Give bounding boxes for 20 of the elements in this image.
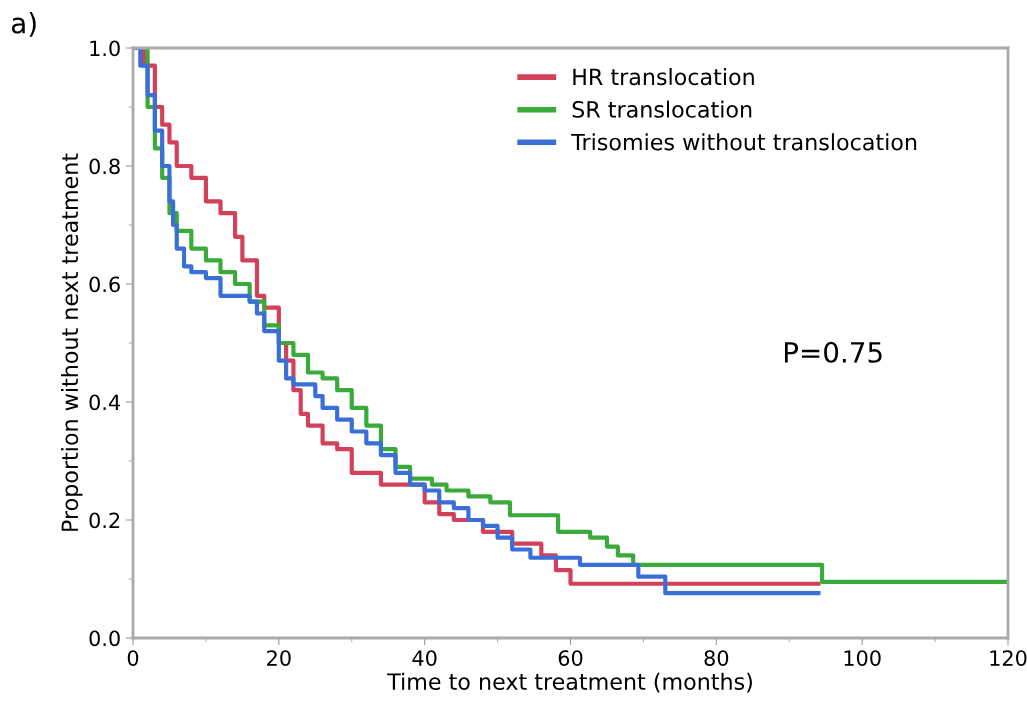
y-tick-label: 0.0 [89, 630, 120, 647]
x-axis-title: Time to next treatment (months) [387, 672, 752, 693]
x-tick-label: 0 [127, 650, 139, 666]
y-tick-label: 1.0 [90, 40, 120, 57]
x-tick-label: 60 [558, 650, 583, 666]
x-tick-label: 80 [704, 650, 729, 666]
y-axis-title: Proportion without next treatment [61, 153, 83, 531]
annotation: P=0.75 [784, 341, 882, 363]
x-tick-label: 20 [267, 650, 291, 666]
y-tick-label: 0.6 [89, 276, 120, 293]
legend-label: Trisomies without translocation [571, 133, 917, 151]
legend-label: SR translocation [572, 100, 752, 118]
x-tick-label: 100 [844, 650, 881, 666]
x-tick-label: 120 [990, 650, 1027, 666]
y-tick-label: 0.2 [89, 512, 120, 529]
legend-label: HR translocation [573, 68, 754, 86]
x-tick-label: 40 [412, 650, 437, 666]
y-tick-label: 0.4 [89, 394, 121, 411]
text: a) [11, 12, 36, 37]
y-tick-label: 0.8 [89, 158, 120, 175]
